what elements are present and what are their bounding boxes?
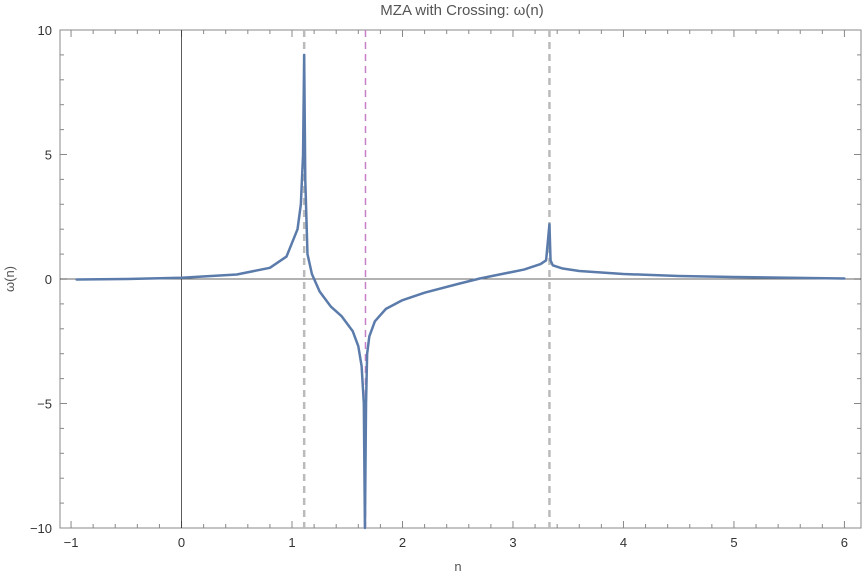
x-tick-label: −1 [64,535,79,550]
x-tick-labels: −1 0 1 2 3 4 5 6 [64,535,848,550]
x-tick-label: 0 [178,535,185,550]
y-tick-labels: −10 −5 0 5 10 [30,23,52,536]
x-tick-label: 5 [730,535,737,550]
x-tick-label: 3 [509,535,516,550]
series-line-1 [75,53,846,530]
y-tick-label: −10 [30,521,52,536]
x-tick-label: 4 [620,535,627,550]
chart-title: MZA with Crossing: ω(n) [380,2,543,19]
x-tick-label: 6 [841,535,848,550]
x-tick-label: 2 [399,535,406,550]
x-tick-label: 1 [288,535,295,550]
y-tick-label: 10 [38,23,52,38]
x-axis-label: n [454,559,461,574]
series-layer [75,53,846,530]
y-axis-label: ω(n) [2,266,17,292]
y-tick-label: −5 [37,397,52,412]
y-tick-label: 5 [45,148,52,163]
y-tick-label: 0 [45,272,52,287]
